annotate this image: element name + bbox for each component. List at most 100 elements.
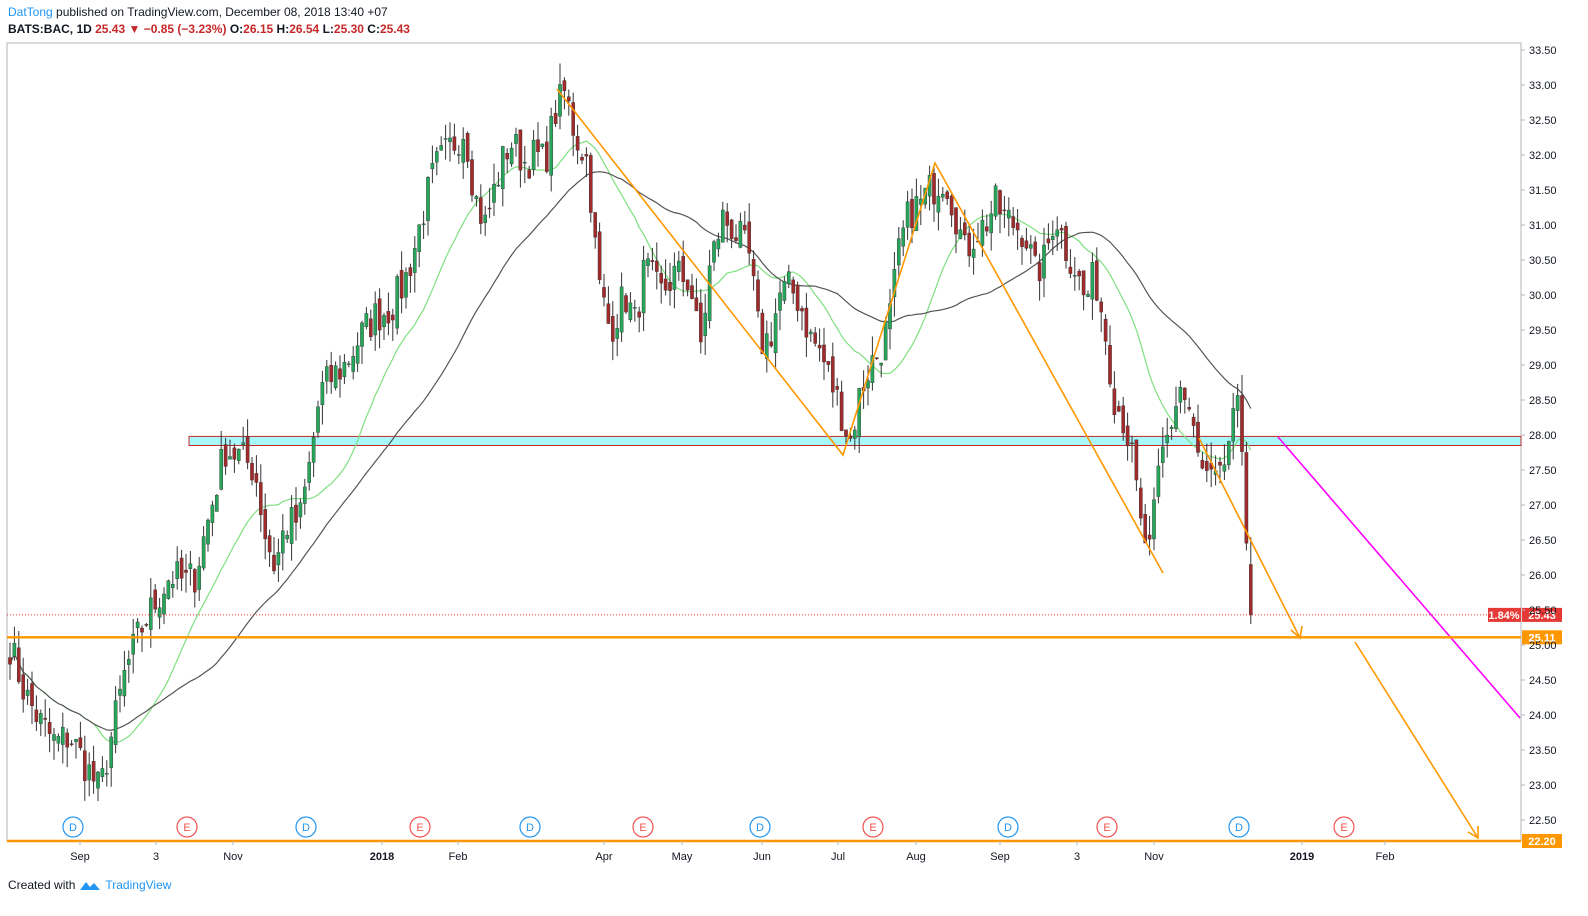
earnings-marker[interactable]: E bbox=[1333, 816, 1355, 838]
candle bbox=[443, 124, 448, 160]
y-tick-label: 30.50 bbox=[1529, 255, 1557, 267]
low-label: L: bbox=[322, 22, 334, 36]
candles bbox=[8, 63, 1253, 802]
symbol-label[interactable]: BATS:BAC, 1D bbox=[8, 22, 92, 36]
candle bbox=[25, 678, 30, 705]
candle bbox=[967, 225, 971, 267]
candle bbox=[1196, 404, 1200, 457]
projection-arrow-1[interactable] bbox=[1198, 437, 1301, 639]
candle bbox=[162, 587, 166, 625]
candle bbox=[254, 455, 259, 497]
low-value: 25.30 bbox=[333, 22, 364, 36]
y-tick-label: 24.00 bbox=[1529, 710, 1557, 722]
candle bbox=[765, 320, 769, 373]
candle bbox=[677, 250, 681, 281]
candle bbox=[1028, 235, 1033, 264]
last-price-badge-text: 25.43 bbox=[1528, 610, 1556, 622]
candle bbox=[729, 218, 734, 249]
projection-arrow-2[interactable] bbox=[1354, 641, 1479, 839]
candle bbox=[1240, 374, 1244, 466]
candle bbox=[96, 771, 100, 802]
candle bbox=[540, 143, 545, 150]
candle bbox=[483, 205, 488, 236]
candle bbox=[320, 370, 325, 425]
dividend-marker[interactable]: D bbox=[1228, 816, 1250, 838]
candle bbox=[245, 419, 250, 470]
candle bbox=[100, 756, 105, 783]
dividend-marker[interactable]: D bbox=[295, 816, 317, 838]
dividend-marker[interactable]: D bbox=[62, 816, 84, 838]
candle bbox=[298, 498, 303, 529]
candle bbox=[839, 380, 844, 432]
candle bbox=[435, 146, 439, 176]
x-tick-label: May bbox=[672, 851, 693, 863]
candle bbox=[184, 553, 188, 593]
earnings-marker[interactable]: E bbox=[632, 816, 654, 838]
candle bbox=[492, 163, 496, 217]
event-marker-label: D bbox=[1004, 822, 1012, 834]
candle bbox=[342, 354, 347, 385]
candle bbox=[316, 400, 320, 438]
candle bbox=[1033, 236, 1037, 258]
candle bbox=[170, 570, 175, 598]
candle bbox=[487, 188, 492, 218]
candle bbox=[1156, 448, 1161, 504]
candle bbox=[985, 214, 989, 237]
earnings-marker[interactable]: E bbox=[862, 816, 884, 838]
earnings-marker[interactable]: E bbox=[1096, 816, 1118, 838]
candle bbox=[294, 487, 298, 541]
x-tick-label: Apr bbox=[595, 851, 612, 863]
candle bbox=[580, 153, 584, 165]
candle bbox=[1187, 397, 1191, 412]
candle bbox=[936, 178, 941, 231]
candle bbox=[219, 430, 224, 491]
pct-badge-text: 1.84% bbox=[1488, 610, 1519, 622]
candle bbox=[1068, 249, 1073, 279]
dividend-marker[interactable]: D bbox=[997, 816, 1019, 838]
candle bbox=[303, 478, 307, 515]
candle bbox=[743, 211, 747, 234]
candle bbox=[386, 292, 391, 336]
candle bbox=[589, 152, 593, 223]
x-tick-label: 3 bbox=[1074, 851, 1080, 863]
y-tick-label: 31.00 bbox=[1529, 220, 1557, 232]
x-tick-label: Jun bbox=[753, 851, 771, 863]
candle bbox=[1077, 269, 1081, 291]
y-tick-label: 30.00 bbox=[1529, 290, 1557, 302]
candle bbox=[333, 361, 338, 391]
candle bbox=[888, 289, 892, 350]
candle bbox=[1152, 487, 1156, 551]
magenta-trend-line[interactable] bbox=[1277, 436, 1521, 719]
candle bbox=[505, 148, 510, 174]
candle bbox=[87, 752, 91, 797]
dividend-marker[interactable]: D bbox=[749, 816, 771, 838]
y-tick-label: 23.00 bbox=[1529, 780, 1557, 792]
candle bbox=[993, 183, 998, 220]
candle bbox=[901, 220, 905, 257]
dividend-marker[interactable]: D bbox=[519, 816, 541, 838]
candle bbox=[897, 226, 901, 279]
candle bbox=[276, 538, 281, 583]
candle bbox=[831, 342, 835, 408]
candle bbox=[1011, 207, 1015, 236]
x-tick-label: Nov bbox=[223, 851, 243, 863]
earnings-marker[interactable]: E bbox=[176, 816, 198, 838]
candle bbox=[351, 346, 356, 380]
candle bbox=[699, 288, 703, 354]
candle bbox=[210, 500, 215, 537]
candle bbox=[672, 252, 677, 309]
y-tick-label: 32.50 bbox=[1529, 115, 1557, 127]
candle bbox=[391, 308, 395, 341]
zigzag-trend-line[interactable] bbox=[556, 88, 1164, 574]
event-marker-label: D bbox=[1235, 822, 1243, 834]
arrow-head-icon bbox=[1467, 826, 1479, 840]
candle bbox=[1178, 380, 1183, 414]
author-link[interactable]: DatTong bbox=[8, 5, 53, 19]
tradingview-link[interactable]: TradingView bbox=[105, 878, 172, 892]
earnings-marker[interactable]: E bbox=[409, 816, 431, 838]
candle bbox=[725, 203, 729, 243]
candle bbox=[1121, 396, 1125, 441]
candle bbox=[857, 387, 861, 454]
